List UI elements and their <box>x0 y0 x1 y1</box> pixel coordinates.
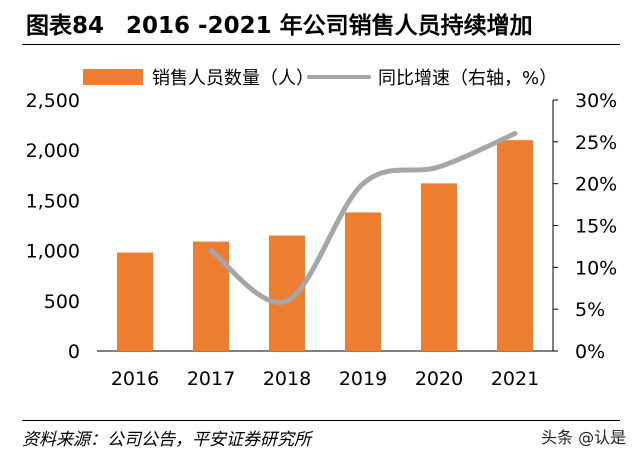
y-right-tick-label: 15% <box>575 216 617 238</box>
y-left-tick-label: 500 <box>44 291 80 313</box>
growth-line <box>208 130 518 305</box>
x-tick-label: 2016 <box>111 368 159 390</box>
x-tick-label: 2020 <box>415 368 463 390</box>
x-tick-label: 2017 <box>187 368 235 390</box>
y-right-tick-label: 0% <box>575 341 605 363</box>
x-tick-label: 2021 <box>491 368 539 390</box>
y-left-tick-label: 1,000 <box>26 241 80 263</box>
y-left-tick-label: 2,000 <box>26 140 80 162</box>
bar <box>421 183 457 351</box>
y-right-tick-label: 25% <box>575 132 617 154</box>
watermark: 头条 @认是 <box>541 428 627 447</box>
legend-label-line: 同比增速（右轴，%） <box>378 68 557 89</box>
bar <box>193 241 229 351</box>
bar <box>117 252 153 351</box>
source-rule <box>22 420 620 421</box>
title-rule <box>22 44 620 45</box>
x-tick-label: 2018 <box>263 368 311 390</box>
y-right-tick-label: 30% <box>575 90 617 112</box>
source-note: 资料来源：公司公告，平安证券研究所 <box>22 430 311 450</box>
y-left-tick-label: 0 <box>68 341 80 363</box>
legend-swatch-bar <box>83 69 143 85</box>
x-tick-label: 2019 <box>339 368 387 390</box>
legend-label-bar: 销售人员数量（人） <box>152 68 314 89</box>
y-right-tick-label: 10% <box>575 257 617 279</box>
y-right-tick-label: 20% <box>575 174 617 196</box>
figure-number: 图表84 <box>26 13 105 39</box>
bar <box>497 140 533 351</box>
figure-title: 图表84 2016 -2021 年公司销售人员持续增加 <box>22 6 533 40</box>
y-left-tick-label: 2,500 <box>26 90 80 112</box>
y-left-tick-label: 1,500 <box>26 190 80 212</box>
figure-title-text: 2016 -2021 年公司销售人员持续增加 <box>126 13 533 39</box>
chart: 销售人员数量（人） 同比增速（右轴，%） 0 500 1,000 1,500 2,000 2,… <box>26 68 618 390</box>
y-right-tick-label: 5% <box>575 299 605 321</box>
bar <box>345 212 381 351</box>
